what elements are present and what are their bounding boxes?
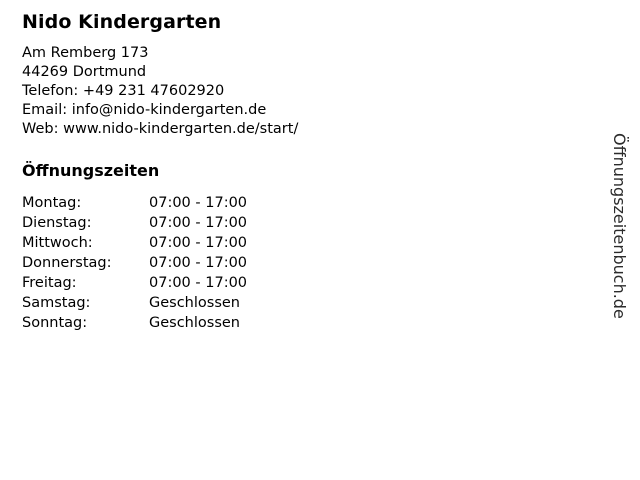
opening-hours-heading: Öffnungszeiten bbox=[22, 161, 160, 180]
hours-day-label: Sonntag: bbox=[22, 315, 88, 331]
hours-time-value: 07:00 - 17:00 bbox=[149, 275, 248, 291]
contact-web: Web: www.nido-kindergarten.de/start/ bbox=[22, 121, 299, 137]
hours-time-value: Geschlossen bbox=[149, 295, 240, 311]
hours-time-value: Geschlossen bbox=[149, 315, 240, 331]
hours-day-label: Donnerstag: bbox=[22, 255, 112, 271]
table-row: Sonntag: Geschlossen bbox=[22, 313, 289, 333]
table-row: Freitag: 07:00 - 17:00 bbox=[22, 273, 289, 293]
address-street: Am Remberg 173 bbox=[22, 45, 149, 61]
hours-day-label: Samstag: bbox=[22, 295, 91, 311]
contact-block: Am Remberg 173 44269 Dortmund Telefon: +… bbox=[22, 44, 298, 139]
page-title: Nido Kindergarten bbox=[22, 11, 222, 33]
table-row: Dienstag: 07:00 - 17:00 bbox=[22, 213, 289, 233]
contact-phone: Telefon: +49 231 47602920 bbox=[22, 83, 225, 99]
table-row: Donnerstag: 07:00 - 17:00 bbox=[22, 253, 289, 273]
hours-time-value: 07:00 - 17:00 bbox=[149, 255, 248, 271]
address-city: 44269 Dortmund bbox=[22, 64, 147, 80]
contact-email: Email: info@nido-kindergarten.de bbox=[22, 102, 267, 118]
hours-day-label: Dienstag: bbox=[22, 215, 92, 231]
hours-time-value: 07:00 - 17:00 bbox=[149, 195, 248, 211]
table-row: Samstag: Geschlossen bbox=[22, 293, 289, 313]
hours-day-label: Montag: bbox=[22, 195, 82, 211]
hours-day-label: Mittwoch: bbox=[22, 235, 93, 251]
watermark: Öffnungszeitenbuch.de bbox=[607, 133, 633, 333]
opening-hours-table: Montag: 07:00 - 17:00 Dienstag: 07:00 - … bbox=[22, 193, 289, 333]
hours-day-label: Freitag: bbox=[22, 275, 77, 291]
hours-time-value: 07:00 - 17:00 bbox=[149, 235, 248, 251]
table-row: Montag: 07:00 - 17:00 bbox=[22, 193, 289, 213]
hours-time-value: 07:00 - 17:00 bbox=[149, 215, 248, 231]
watermark-label: Öffnungszeitenbuch.de bbox=[610, 133, 629, 319]
table-row: Mittwoch: 07:00 - 17:00 bbox=[22, 233, 289, 253]
opening-hours-table-body: Montag: 07:00 - 17:00 Dienstag: 07:00 - … bbox=[22, 193, 289, 333]
